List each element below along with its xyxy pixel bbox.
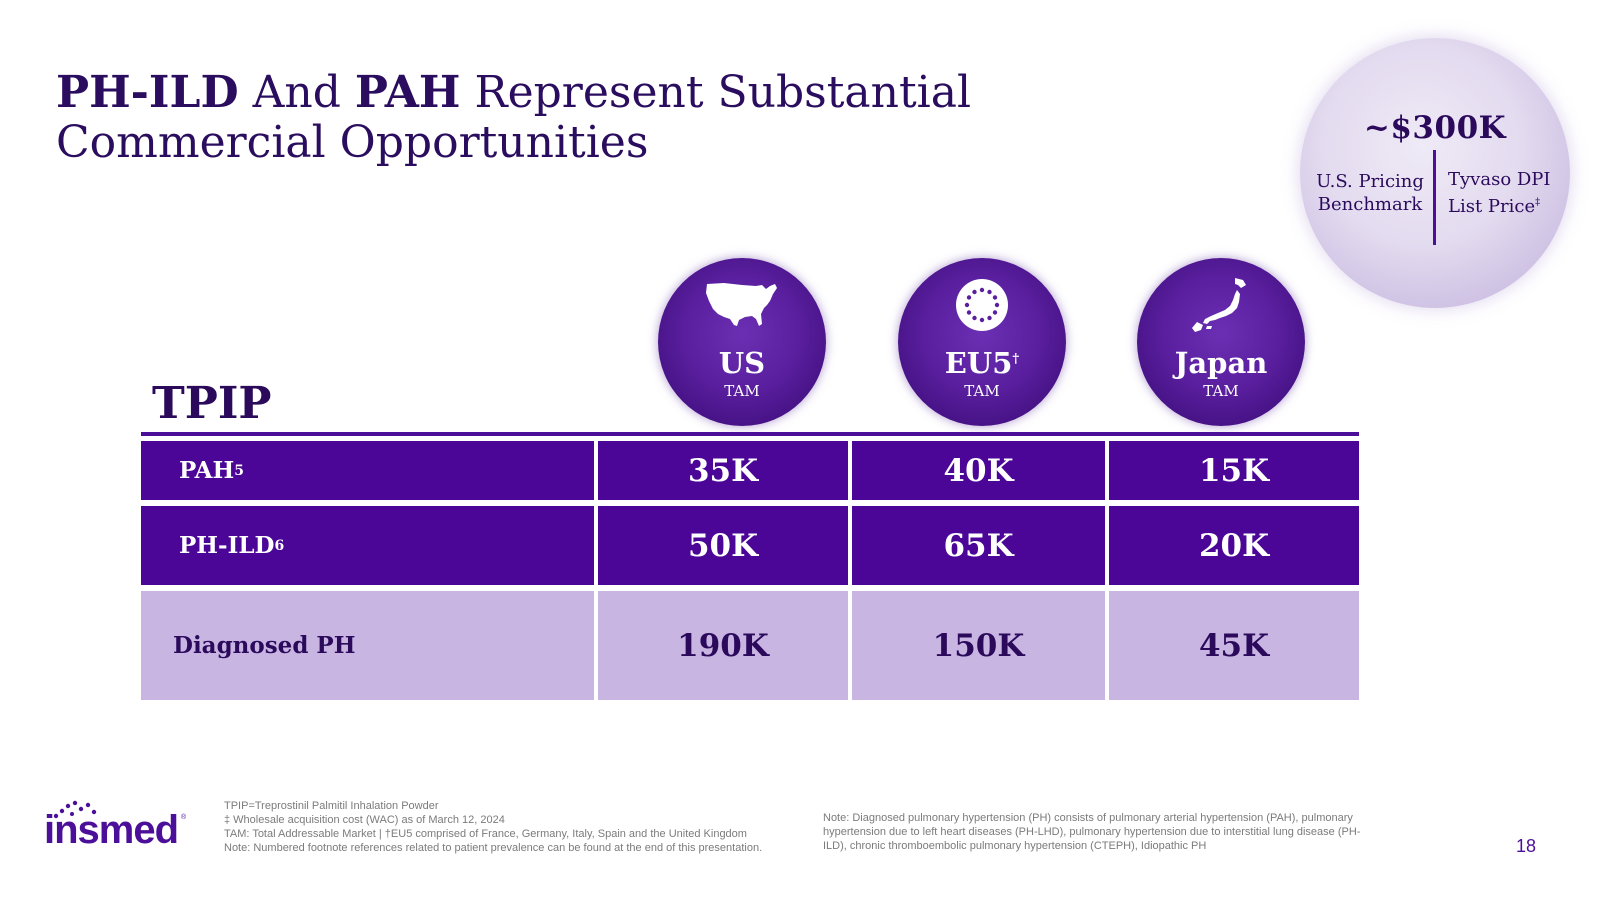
row-ph-ild-label: PH-ILD6: [141, 506, 594, 585]
price-value: ~$300K: [1300, 110, 1570, 146]
price-divider: [1433, 150, 1436, 245]
diagnosed-ph-note: Note: Diagnosed pulmonary hypertension (…: [823, 811, 1363, 853]
region-orb-eu5: EU5† TAM: [898, 258, 1066, 426]
ph-ild-japan-value: 20K: [1109, 506, 1359, 585]
footnote-tpip: TPIP=Treprostinil Palmitil Inhalation Po…: [224, 799, 814, 813]
row-diagnosed-ph-label: Diagnosed PH: [141, 591, 594, 700]
footnote-tam: TAM: Total Addressable Market | †EU5 com…: [224, 827, 814, 841]
region-eu5-tam: TAM: [898, 382, 1066, 400]
footnote-numbered: Note: Numbered footnote references relat…: [224, 841, 814, 855]
ph-ild-us-value: 50K: [598, 506, 848, 585]
logo-wordmark: insmed: [44, 808, 178, 853]
region-eu5-marker: †: [1012, 351, 1019, 366]
region-us-name: US: [719, 346, 765, 380]
region-eu5-label: EU5†: [898, 346, 1066, 380]
insmed-logo: insmed ®: [44, 800, 189, 852]
region-us-label: US: [658, 346, 826, 380]
table-top-rule: [141, 432, 1359, 436]
diagnosed-ph-us-value: 190K: [598, 591, 848, 700]
row-ph-ild-ref: 6: [274, 538, 284, 554]
title-and: And: [239, 67, 355, 118]
pah-us-value: 35K: [598, 441, 848, 500]
row-ph-ild-text: PH-ILD: [179, 532, 274, 559]
pricing-bubble: ~$300K U.S. Pricing Benchmark Tyvaso DPI…: [1300, 38, 1570, 308]
region-orb-japan: Japan TAM: [1137, 258, 1305, 426]
us-map-icon: [704, 276, 780, 334]
footnote-wac: ‡ Wholesale acquisition cost (WAC) as of…: [224, 813, 814, 827]
region-japan-label: Japan: [1137, 346, 1305, 380]
diagnosed-ph-japan-value: 45K: [1109, 591, 1359, 700]
row-diagnosed-ph-text: Diagnosed PH: [173, 632, 355, 659]
page-number: 18: [1516, 836, 1536, 857]
region-orb-us: US TAM: [658, 258, 826, 426]
diagnosed-ph-eu5-value: 150K: [852, 591, 1105, 700]
japan-map-icon: [1183, 276, 1259, 334]
row-pah-text: PAH: [179, 457, 234, 484]
row-pah-label: PAH5: [141, 441, 594, 500]
title-bold-ph-ild: PH-ILD: [56, 67, 239, 118]
pah-japan-value: 15K: [1109, 441, 1359, 500]
eu-stars-icon: [944, 276, 1020, 334]
list-price-label: Tyvaso DPI List Price‡: [1442, 168, 1564, 218]
region-japan-name: Japan: [1175, 346, 1268, 380]
slide-title: PH-ILD And PAH Represent Substantial Com…: [56, 68, 1236, 168]
list-price-marker: ‡: [1535, 197, 1540, 208]
footnotes: TPIP=Treprostinil Palmitil Inhalation Po…: [224, 799, 814, 855]
tpip-label: TPIP: [152, 378, 272, 429]
region-eu5-name: EU5: [945, 346, 1013, 380]
ph-ild-eu5-value: 65K: [852, 506, 1105, 585]
pricing-benchmark-label: U.S. Pricing Benchmark: [1310, 170, 1430, 216]
title-bold-pah: PAH: [355, 67, 461, 118]
logo-registered-mark: ®: [181, 814, 186, 821]
region-us-tam: TAM: [658, 382, 826, 400]
list-price-text: Tyvaso DPI List Price: [1448, 169, 1551, 217]
row-pah-ref: 5: [234, 463, 244, 479]
region-japan-tam: TAM: [1137, 382, 1305, 400]
pah-eu5-value: 40K: [852, 441, 1105, 500]
